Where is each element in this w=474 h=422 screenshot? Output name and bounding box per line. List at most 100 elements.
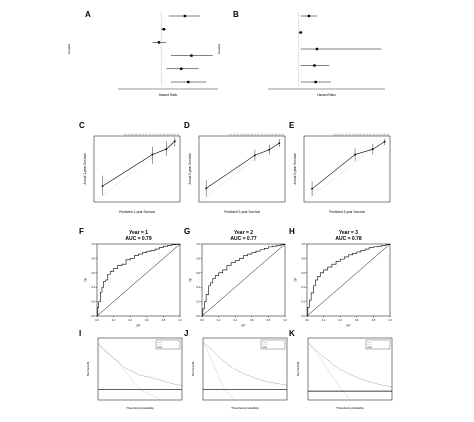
x-tick-label: 0.6: [250, 318, 254, 322]
calibration-point: [278, 142, 281, 145]
decision-series-line: [307, 342, 393, 387]
roc-curve: [97, 244, 181, 317]
y-tick-label: 0.0: [301, 314, 305, 318]
chance-diagonal: [306, 243, 391, 317]
x-axis-label: Hazard Ratio: [317, 93, 336, 97]
hr-point: [314, 80, 317, 84]
y-tick-label: 0.0: [196, 314, 200, 318]
y-axis-label: Net benefit: [191, 362, 195, 377]
y-tick-label: 0.6: [301, 271, 305, 275]
y-tick-label: 0.2: [301, 300, 305, 304]
calibration-point: [268, 148, 271, 151]
plot-frame: [97, 337, 183, 401]
panel-label-h: H: [289, 227, 295, 236]
calibration-point: [371, 148, 374, 151]
x-tick-label: 0.6: [355, 318, 359, 322]
panel-label-b: B: [233, 10, 239, 19]
hr-point: [157, 41, 161, 44]
y-tick-label: 0.2: [91, 300, 95, 304]
calibration-point: [383, 140, 386, 143]
panel-label-j: J: [184, 329, 189, 338]
panel-label-i: I: [79, 329, 82, 338]
x-axis-label: FP: [136, 324, 140, 328]
x-tick-label: 0.8: [267, 318, 271, 322]
calibration-point: [205, 187, 208, 190]
plot-frame: [96, 243, 181, 317]
y-tick-label: 1.0: [301, 242, 305, 246]
panel-label-f: F: [79, 227, 84, 236]
x-axis-label: Hazard Ratio: [159, 93, 178, 97]
y-axis-label: TP: [294, 278, 298, 282]
y-axis-label: Variable: [217, 43, 221, 54]
decision-series-line: [97, 343, 183, 386]
calibration-point: [101, 185, 104, 188]
y-axis-label: Net benefit: [86, 362, 90, 377]
calibration-line: [311, 141, 385, 190]
calibration-point: [173, 140, 176, 143]
x-axis-label: Threshold probability: [231, 406, 259, 410]
chance-diagonal: [96, 243, 181, 317]
hr-point: [307, 14, 311, 18]
y-tick-label: 0.0: [91, 314, 95, 318]
y-axis-label: Net benefit: [296, 362, 300, 377]
plot-frame: [201, 243, 286, 317]
x-tick-label: 0.0: [305, 318, 309, 322]
x-axis-label: Threshold probability: [336, 406, 364, 410]
decision-series-line: [202, 341, 288, 386]
y-tick-label: 0.2: [196, 300, 200, 304]
x-tick-label: 0.4: [233, 318, 237, 322]
x-tick-label: 0.8: [372, 318, 376, 322]
hr-point: [187, 80, 190, 84]
x-axis-label: Threshold probability: [126, 406, 154, 410]
chart-subtitle: AUC = 0.78: [335, 236, 361, 242]
x-axis-label: Predicted 3-year Survival: [329, 210, 365, 214]
y-axis-label: Actual 3-year Survival: [293, 153, 297, 184]
legend-box: [260, 339, 286, 350]
calibration-line: [102, 141, 176, 187]
calibration-point: [151, 153, 154, 156]
decision-series-line: [202, 342, 235, 401]
legend-box: [365, 339, 391, 350]
plot-frame: [303, 135, 391, 203]
hr-point: [183, 14, 187, 18]
calibration-line: [205, 142, 280, 189]
y-axis-label: Variable: [67, 43, 71, 54]
y-tick-label: 1.0: [196, 242, 200, 246]
y-tick-label: 0.4: [91, 285, 95, 289]
x-tick-label: 0.4: [128, 318, 132, 322]
y-tick-label: 0.4: [196, 285, 200, 289]
x-tick-label: 0.2: [217, 318, 221, 322]
chart-subtitle: AUC = 0.77: [230, 236, 256, 242]
chart-title: Year = 3: [339, 230, 358, 236]
y-tick-label: 1.0: [91, 242, 95, 246]
panel-label-c: C: [79, 121, 85, 130]
y-axis-label: Actual 1-year Survival: [83, 153, 87, 184]
calibration-point: [311, 187, 313, 190]
chance-diagonal: [201, 243, 286, 317]
roc-curve: [202, 244, 286, 317]
plot-frame: [93, 135, 181, 203]
hr-point: [299, 31, 302, 34]
x-tick-label: 0.0: [95, 318, 99, 322]
hr-point: [315, 47, 319, 51]
y-tick-label: 0.8: [301, 256, 305, 260]
panel-label-k: K: [289, 329, 295, 338]
x-tick-label: 0.2: [112, 318, 116, 322]
y-axis-label: TP: [84, 278, 88, 282]
chart-subtitle: AUC = 0.79: [125, 236, 151, 242]
x-tick-label: 1.0: [178, 318, 182, 322]
ideal-line: [198, 135, 286, 203]
x-axis-label: FP: [346, 324, 350, 328]
ideal-line: [93, 135, 181, 203]
hr-point: [190, 54, 193, 57]
x-tick-label: 1.0: [388, 318, 392, 322]
chart-title: Year = 2: [234, 230, 253, 236]
x-tick-label: 0.2: [322, 318, 326, 322]
